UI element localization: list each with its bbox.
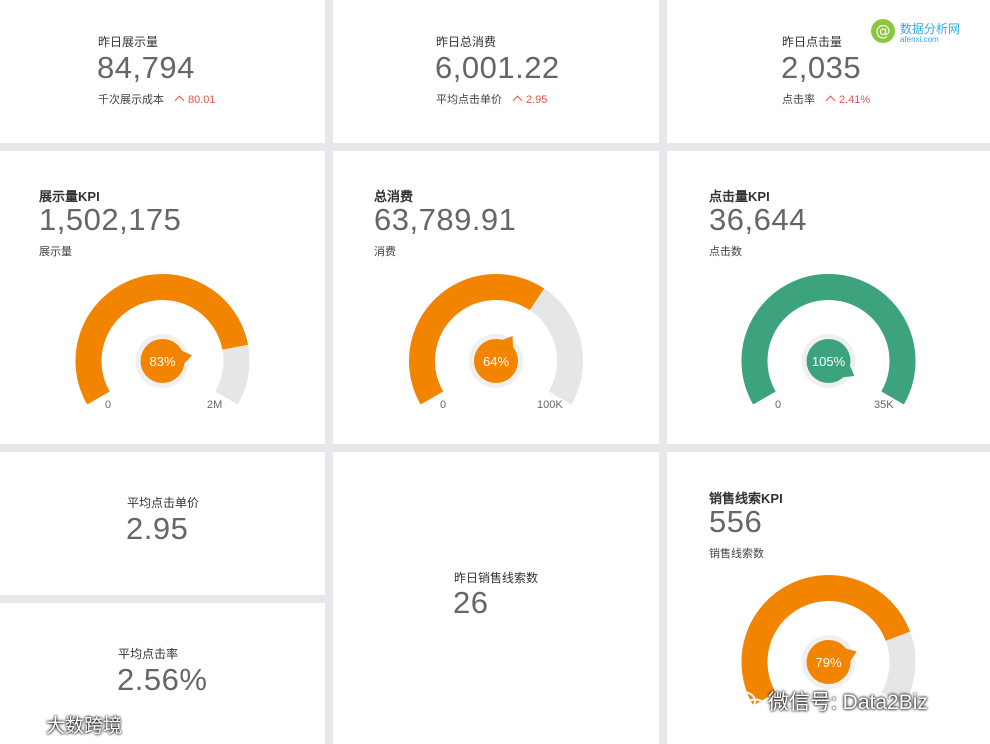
gauge-fill (75, 274, 248, 405)
gauge-center-dot (474, 339, 518, 383)
card-value: 2.56% (117, 662, 208, 697)
card-value: 2,035 (781, 50, 862, 85)
gauge-chart: 79% (741, 575, 916, 706)
gauge-fill (409, 274, 545, 405)
delta-value: 2.95 (526, 94, 548, 106)
delta-badge: 80.01 (174, 94, 216, 106)
gauge-chart: 83% (75, 274, 250, 405)
kpi-card-avg-ctr: 平均点击率 2.56% (0, 603, 325, 744)
watermark-right-text: 微信号: Data2Biz (768, 691, 928, 714)
card-sub-row: 点击率 2.41% (782, 91, 870, 107)
gauge-percent-label: 105% (812, 354, 846, 369)
watermark-left-text: 大数跨境 (46, 716, 123, 737)
gauge-min-label: 0 (105, 399, 112, 411)
card-title: 点击量KPI (709, 189, 770, 204)
card-sub-row: 平均点击单价 2.95 (436, 91, 547, 107)
kpi-card-yesterday-spend: 昨日总消费 6,001.22 平均点击单价 2.95 (333, 0, 659, 143)
gauge-fill (741, 575, 911, 706)
delta-badge: 2.95 (512, 94, 548, 106)
gauge-center-dot (806, 640, 851, 684)
gauge-card-clicks-kpi: 点击量KPI 36,644 点击数 105% 0 35K (667, 151, 990, 444)
card-label: 昨日总消费 (436, 35, 497, 49)
gauge-percent-label: 83% (149, 354, 175, 369)
card-value: 6,001.22 (435, 50, 560, 85)
card-sub-label: 点击率 (782, 94, 815, 106)
kpi-card-yesterday-leads: 昨日销售线索数 26 (333, 452, 659, 744)
brand-logo: @ 数据分析网 afenxi.com (870, 18, 960, 49)
card-value: 1,502,175 (39, 202, 182, 237)
card-label: 昨日展示量 (98, 35, 159, 49)
card-value: 26 (453, 585, 489, 620)
gauge-min-label: 0 (775, 399, 782, 411)
gauge-percent-label: 64% (483, 354, 509, 369)
gauge-max-label: 35K (874, 399, 894, 411)
card-label: 昨日销售线索数 (454, 571, 539, 585)
gauge-chart: 105% (741, 274, 916, 405)
card-label: 昨日点击量 (782, 35, 843, 49)
gauge-percent-label: 79% (815, 655, 841, 670)
delta-value: 80.01 (188, 94, 216, 106)
card-sub-row: 千次展示成本 80.01 (98, 91, 216, 107)
card-title: 总消费 (374, 189, 414, 204)
card-caption: 点击数 (709, 246, 742, 258)
card-caption: 消费 (374, 246, 396, 258)
delta-value: 2.41% (839, 94, 871, 106)
card-caption: 展示量 (39, 246, 72, 258)
card-value: 63,789.91 (374, 202, 517, 237)
card-value: 2.95 (126, 511, 189, 546)
card-value: 84,794 (97, 50, 195, 85)
delta-badge: 2.41% (825, 94, 871, 106)
gauge-card-total-spend: 总消费 63,789.91 消费 64% 0 100K (333, 151, 659, 444)
card-label: 平均点击单价 (127, 496, 200, 510)
kpi-card-yesterday-clicks: 昨日点击量 2,035 点击率 2.41% @ 数据分析网 afenxi.com (667, 0, 990, 143)
wechat-icon (730, 691, 766, 716)
at-logo-icon: @ (871, 19, 895, 43)
gauge-chart: 64% (409, 274, 583, 405)
gauge-center-dot (806, 339, 851, 383)
kpi-card-avg-cpc: 平均点击单价 2.95 (0, 452, 325, 595)
card-value: 36,644 (709, 202, 807, 237)
card-caption: 销售线索数 (709, 548, 764, 560)
kpi-card-yesterday-impressions: 昨日展示量 84,794 千次展示成本 80.01 (0, 0, 325, 143)
gauge-card-leads-kpi: 销售线索KPI 556 销售线索数 79% (667, 452, 990, 744)
card-value: 556 (709, 504, 763, 539)
gauge-fill (741, 274, 916, 405)
gauge-min-label: 0 (440, 399, 447, 411)
brand-name: 数据分析网 (900, 22, 961, 36)
card-label: 平均点击率 (118, 647, 179, 661)
arrow-up-icon (512, 95, 523, 106)
card-sub-label: 千次展示成本 (98, 94, 164, 106)
card-title: 销售线索KPI (709, 491, 783, 506)
brand-url: afenxi.com (900, 35, 939, 44)
card-sub-label: 平均点击单价 (436, 94, 502, 106)
watermark-right: 微信号: Data2Biz (728, 686, 928, 716)
gauge-center-dot (140, 339, 185, 383)
arrow-up-icon (825, 95, 836, 106)
svg-text:@: @ (876, 22, 891, 40)
gauge-card-impressions-kpi: 展示量KPI 1,502,175 展示量 83% 0 2M (0, 151, 325, 444)
card-title: 展示量KPI (39, 189, 100, 204)
gauge-max-label: 2M (207, 399, 223, 411)
arrow-up-icon (174, 95, 185, 106)
watermark-logo-icon (8, 717, 44, 736)
gauge-max-label: 100K (537, 399, 563, 411)
watermark-left: 大数跨境 (6, 711, 122, 739)
